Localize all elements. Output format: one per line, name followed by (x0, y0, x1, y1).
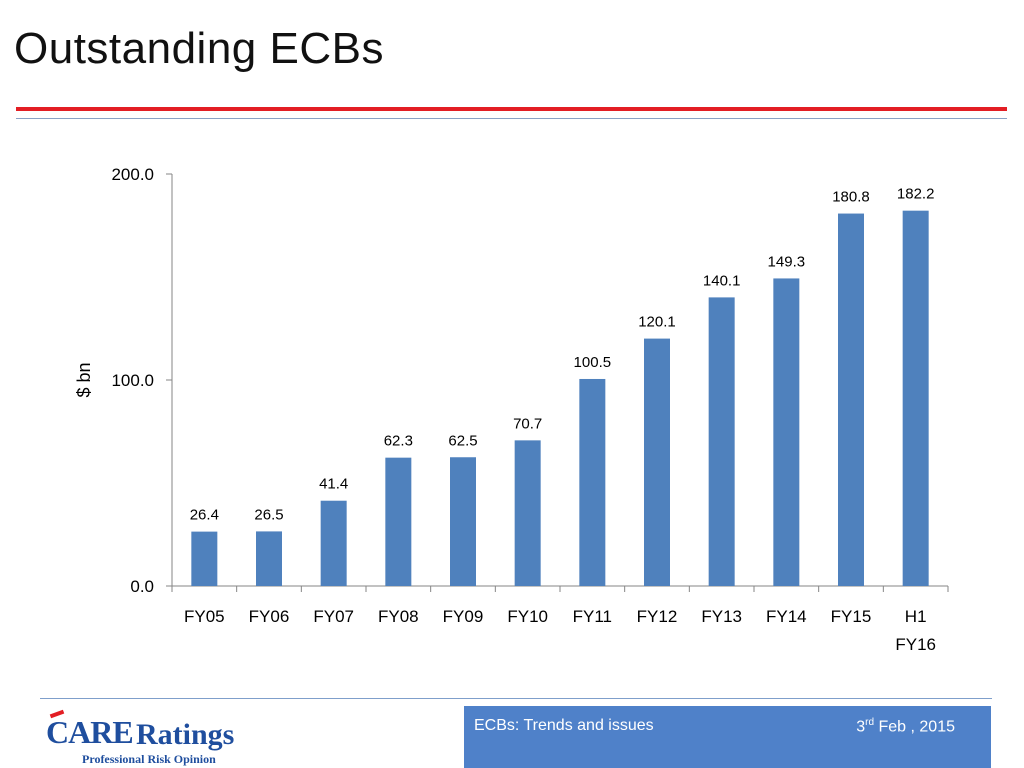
data-label: 149.3 (768, 253, 806, 270)
bar-chart: 0.0 100.0 200.0 $ bn 26.4 FY05 26.5 FY06 41.4 FY0… (74, 165, 949, 654)
bar-fy10 (514, 440, 541, 586)
x-tick-label-line: FY12 (637, 607, 678, 626)
x-tick-label: FY15 (831, 607, 872, 626)
x-tick-label-line: FY14 (766, 607, 807, 626)
x-tick-label: FY07 (313, 607, 354, 626)
x-tick-label: FY08 (378, 607, 419, 626)
logo-tagline: Professional Risk Opinion (82, 752, 216, 766)
x-tick-label: FY14 (766, 607, 807, 626)
data-label: 62.5 (448, 432, 477, 449)
x-tick-label-line: FY10 (507, 607, 548, 626)
bar-fy09 (450, 457, 476, 586)
footer-date: 3rd Feb , 2015 (856, 717, 955, 736)
care-ratings-logo: CARE Ratings Professional Risk Opinion (46, 709, 266, 768)
bar-fy13 (708, 297, 735, 586)
bar-fy07 (320, 500, 347, 586)
x-tick-label: FY09 (443, 607, 484, 626)
y-axis-label: $ bn (74, 362, 94, 397)
data-label: 70.7 (513, 415, 542, 432)
y-tick-label: 200.0 (111, 165, 154, 184)
x-tick-label-line: FY05 (184, 607, 225, 626)
y-tick-label: 100.0 (111, 371, 154, 390)
y-tick-label: 0.0 (130, 577, 154, 596)
data-label: 140.1 (703, 272, 741, 289)
x-tick-label-line: FY15 (831, 607, 872, 626)
bar-fy15 (838, 213, 864, 586)
bar-fy12 (644, 338, 670, 586)
footer-divider (40, 698, 992, 699)
x-tick-label-line: FY08 (378, 607, 419, 626)
footer-date-suffix: rd (865, 717, 875, 728)
x-tick-label-line: FY11 (573, 607, 612, 626)
data-label: 41.4 (319, 476, 348, 493)
data-label: 62.3 (384, 433, 413, 450)
x-tick-label: H1 FY16 (895, 607, 936, 654)
x-tick-label-line: FY06 (249, 607, 290, 626)
x-tick-label: FY12 (637, 607, 678, 626)
page-title: Outstanding ECBs (14, 24, 384, 73)
footer-bar: ECBs: Trends and issues 3rd Feb , 2015 (464, 706, 991, 768)
x-tick-label: FY11 (573, 607, 612, 626)
bar-h1-fy16 (902, 210, 929, 586)
x-tick-label: FY05 (184, 607, 225, 626)
bar-fy14 (773, 278, 800, 586)
data-label: 120.1 (638, 314, 676, 331)
x-tick-label-line: FY07 (313, 607, 354, 626)
logo-ratings-text: Ratings (136, 718, 235, 751)
data-label: 180.8 (832, 189, 870, 206)
title-divider-red (16, 107, 1007, 111)
x-tick-label: FY10 (507, 607, 548, 626)
bar-fy06 (256, 531, 282, 586)
footer-date-rest: Feb , 2015 (874, 718, 955, 736)
data-label: 26.4 (190, 507, 219, 524)
bar-fy05 (191, 531, 218, 586)
bar-fy11 (579, 378, 606, 586)
footer-title: ECBs: Trends and issues (474, 717, 654, 734)
data-label: 182.2 (897, 186, 935, 203)
x-tick-label-line: FY09 (443, 607, 484, 626)
x-tick-label: FY06 (249, 607, 290, 626)
data-label: 26.5 (254, 506, 283, 523)
data-label: 100.5 (574, 354, 612, 371)
x-tick-label-line: H1 (905, 607, 927, 626)
title-divider-blue (16, 118, 1007, 119)
x-tick-label-line: FY16 (895, 635, 936, 654)
footer-date-day: 3 (856, 718, 866, 736)
logo-care-text: CARE (46, 714, 134, 750)
x-tick-label: FY13 (701, 607, 742, 626)
x-tick-label-line: FY13 (701, 607, 742, 626)
bar-fy08 (385, 457, 412, 586)
